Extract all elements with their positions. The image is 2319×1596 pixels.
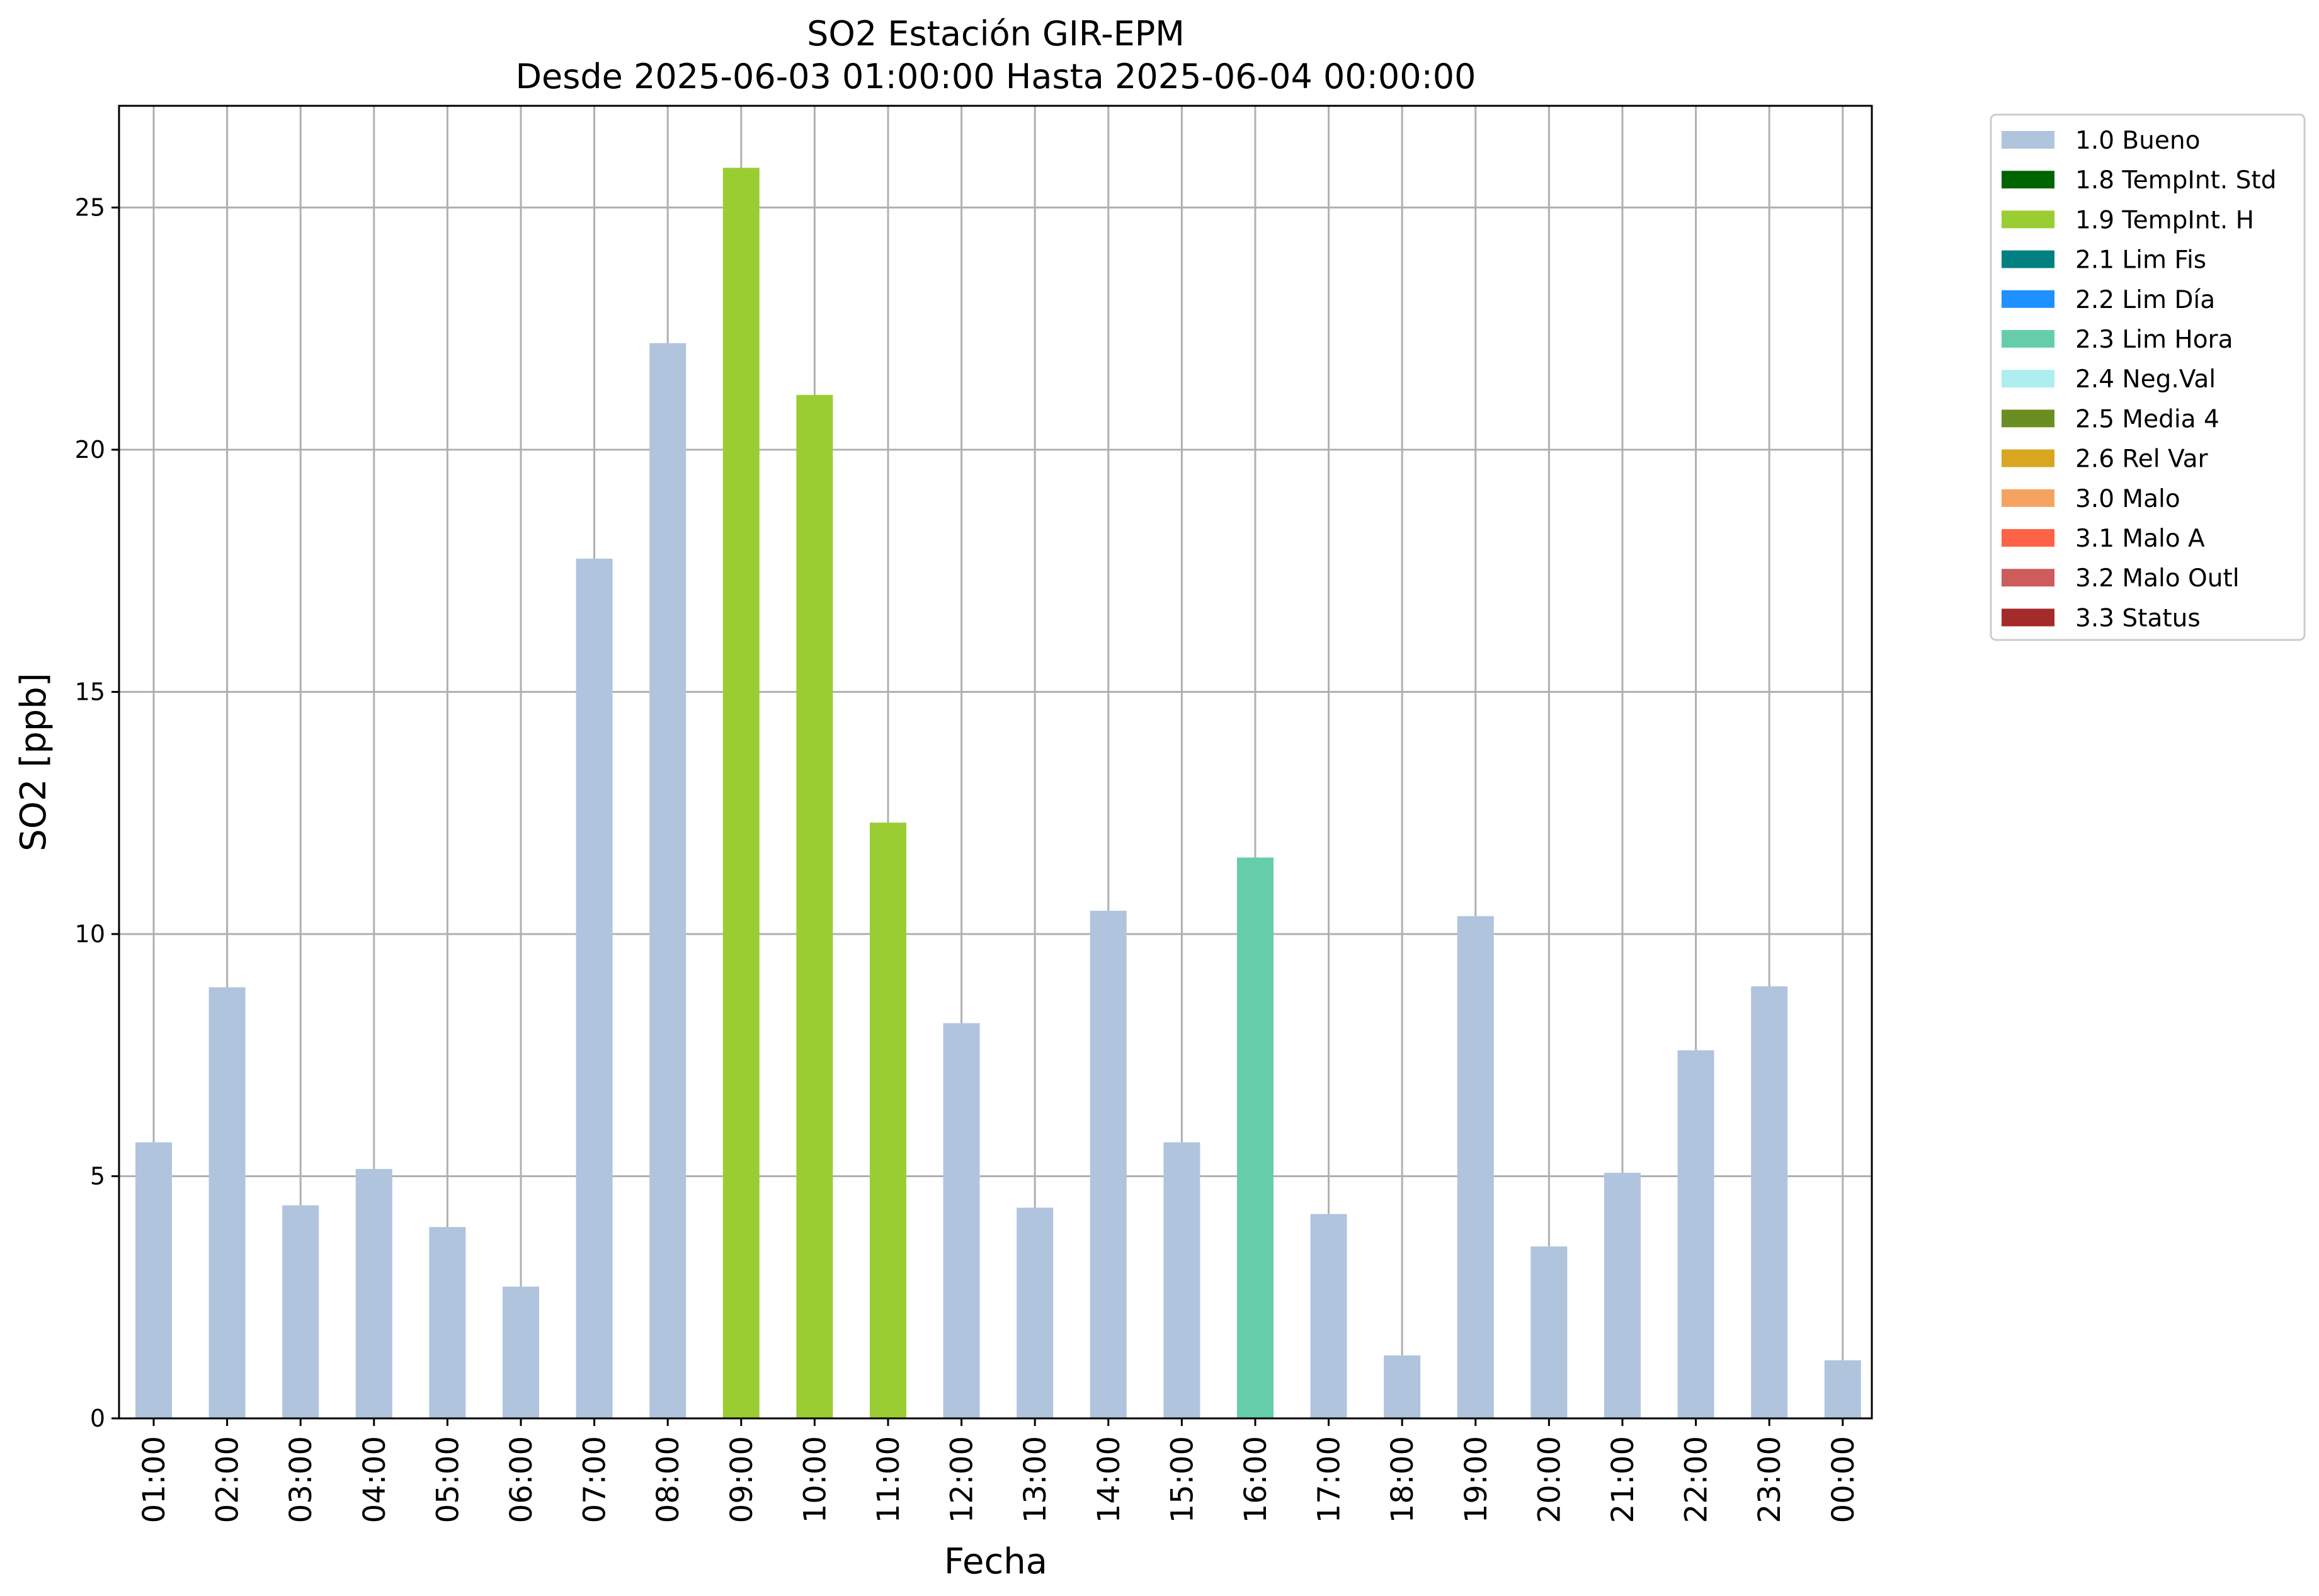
x-tick-label: 22:00 (1679, 1436, 1714, 1523)
bar-19:00 (1457, 916, 1494, 1418)
bar-12:00 (943, 1023, 980, 1418)
bar-02:00 (208, 987, 246, 1418)
legend-swatch (2002, 250, 2054, 268)
legend-swatch (2002, 370, 2054, 388)
x-tick-label: 05:00 (430, 1436, 465, 1523)
y-tick-label: 0 (90, 1405, 105, 1432)
legend-label: 1.8 TempInt. Std (2075, 166, 2276, 195)
bar-10:00 (796, 395, 833, 1418)
bar-08:00 (649, 343, 687, 1419)
y-tick-label: 25 (75, 193, 105, 221)
legend-frame (1990, 113, 2306, 641)
bar-11:00 (870, 823, 906, 1418)
x-tick-label: 09:00 (724, 1436, 760, 1523)
bar-22:00 (1677, 1050, 1714, 1418)
legend-swatch (2002, 449, 2054, 467)
bar-09:00 (722, 168, 760, 1418)
x-tick-label: 23:00 (1752, 1436, 1787, 1523)
x-tick-label: 14:00 (1091, 1436, 1127, 1523)
y-axis-ticks: 0 5 10 15 20 25 (75, 193, 119, 1432)
x-tick-label: 00:00 (1826, 1436, 1861, 1523)
legend-swatch (2002, 529, 2054, 547)
x-tick-label: 19:00 (1459, 1436, 1494, 1523)
legend-label: 3.0 Malo (2075, 485, 2180, 513)
bar-04:00 (355, 1168, 392, 1418)
bar-05:00 (429, 1227, 466, 1418)
bar-15:00 (1163, 1142, 1200, 1418)
x-tick-label: 01:00 (137, 1436, 172, 1523)
x-tick-label: 17:00 (1312, 1436, 1347, 1523)
bar-00:00 (1824, 1360, 1861, 1418)
bar-01:00 (135, 1142, 172, 1418)
legend-label: 3.3 Status (2075, 604, 2201, 632)
legend-swatch (2002, 330, 2054, 348)
y-axis-label: SO2 [ppb] (13, 673, 54, 851)
legend-swatch (2002, 608, 2054, 627)
y-tick-label: 20 (75, 436, 105, 464)
legend-label: 2.2 Lim Día (2075, 286, 2215, 314)
x-tick-label: 13:00 (1018, 1436, 1053, 1523)
y-tick-label: 5 (90, 1162, 105, 1190)
legend-swatch (2002, 210, 2054, 229)
y-tick-label: 10 (75, 920, 105, 948)
chart-subtitle: Desde 2025-06-03 01:00:00 Hasta 2025-06-… (515, 57, 1476, 96)
x-axis-label: Fecha (944, 1541, 1047, 1582)
x-tick-label: 18:00 (1385, 1436, 1420, 1523)
legend-swatch (2002, 171, 2054, 189)
bar-16:00 (1237, 857, 1273, 1418)
x-tick-label: 04:00 (357, 1436, 392, 1523)
x-tick-label: 02:00 (210, 1436, 246, 1523)
bar-03:00 (282, 1205, 319, 1418)
legend-swatch (2002, 409, 2054, 428)
legend-label: 3.2 Malo Outl (2075, 564, 2240, 593)
legend-label: 3.1 Malo A (2075, 525, 2205, 553)
x-tick-label: 12:00 (945, 1436, 980, 1523)
x-tick-label: 11:00 (871, 1436, 906, 1523)
legend-swatch (2002, 290, 2054, 308)
plot-frame (118, 105, 1873, 1420)
x-tick-label: 20:00 (1532, 1436, 1567, 1523)
x-tick-label: 15:00 (1165, 1436, 1200, 1523)
chart-title: SO2 Estación GIR-EPM (807, 14, 1185, 54)
legend-swatch (2002, 489, 2054, 507)
legend-label: 1.9 TempInt. H (2075, 206, 2254, 234)
bar-21:00 (1604, 1173, 1641, 1418)
legend-label: 1.0 Bueno (2075, 127, 2200, 155)
bar-07:00 (576, 559, 613, 1418)
legend: 1.0 Bueno 1.8 TempInt. Std 1.9 TempInt. H 2… (1990, 113, 2306, 641)
legend-label: 2.5 Media 4 (2075, 405, 2219, 433)
x-tick-label: 06:00 (504, 1436, 539, 1523)
legend-swatch (2002, 131, 2054, 149)
x-tick-label: 10:00 (797, 1436, 833, 1523)
x-tick-label: 16:00 (1238, 1436, 1273, 1523)
bars (135, 168, 1861, 1419)
x-tick-label: 08:00 (651, 1436, 686, 1523)
x-tick-label: 03:00 (283, 1436, 319, 1523)
bar-20:00 (1530, 1246, 1568, 1418)
x-tick-label: 07:00 (578, 1436, 613, 1523)
bar-18:00 (1384, 1355, 1421, 1418)
bar-14:00 (1090, 911, 1127, 1418)
bar-06:00 (503, 1286, 539, 1418)
bar-17:00 (1310, 1214, 1347, 1418)
y-tick-label: 15 (75, 678, 105, 705)
bar-23:00 (1751, 986, 1788, 1418)
x-tick-label: 21:00 (1605, 1436, 1641, 1523)
legend-label: 2.6 Rel Var (2075, 445, 2209, 474)
legend-label: 2.3 Lim Hora (2075, 326, 2233, 354)
bar-13:00 (1017, 1207, 1054, 1418)
legend-swatch (2002, 569, 2054, 587)
x-axis-ticks: 01:00 02:00 03:00 04:00 05:00 06:00 07:00 08:00… (137, 1418, 1861, 1523)
legend-label: 2.4 Neg.Val (2075, 365, 2216, 394)
legend-label: 2.1 Lim Fis (2075, 246, 2206, 275)
